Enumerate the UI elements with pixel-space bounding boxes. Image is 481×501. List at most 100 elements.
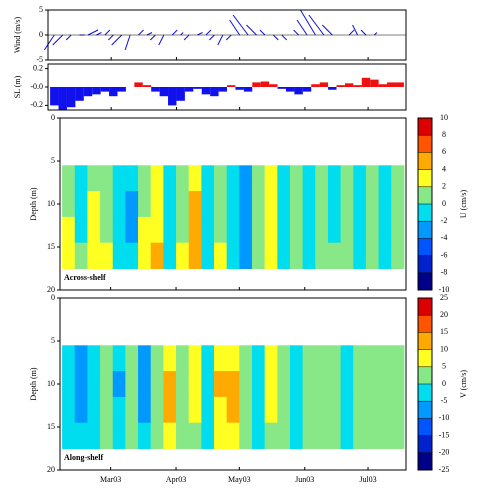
field-cell (251, 216, 266, 244)
colorbar-tick-label: -6 (441, 250, 448, 259)
field-cell (340, 191, 354, 218)
x-tick-label: Jul03 (359, 475, 376, 484)
field-cell (251, 371, 266, 398)
field-cell (138, 371, 152, 398)
field-cell (289, 242, 304, 269)
field-cell (138, 422, 152, 449)
field-cell (315, 165, 329, 192)
panel: -5 0 5 Wind (m/s) (13, 5, 407, 64)
colorbar-tick-label: 6 (442, 147, 446, 156)
colorbar-band (418, 238, 432, 256)
field-cell (315, 191, 329, 218)
wind-stick (246, 24, 257, 36)
wind-stick (65, 34, 72, 41)
colorbar-band (418, 401, 432, 419)
field-cell (150, 191, 164, 218)
wind-stick (124, 34, 131, 51)
sea-level-bar (302, 87, 312, 92)
field-cell (226, 165, 240, 192)
colorbar-band (418, 332, 432, 350)
field-cell (214, 165, 228, 192)
colorbar-band (418, 186, 432, 204)
field-cell (176, 345, 190, 372)
field-cell (214, 396, 228, 424)
field-cell (289, 422, 304, 449)
sea-level-bar (218, 87, 227, 92)
field (62, 165, 405, 269)
field-cell (100, 396, 114, 424)
field-cell (391, 216, 405, 244)
sea-level-bar (395, 82, 404, 87)
field-cell (391, 191, 405, 218)
field-cell (251, 396, 266, 424)
colorbar-tick-label: 4 (442, 164, 446, 173)
field-cell (74, 216, 88, 244)
field-cell (163, 242, 177, 269)
field-cell (251, 422, 266, 449)
field-cell (62, 191, 76, 218)
wind-stick (360, 29, 367, 36)
field-cell (302, 242, 316, 269)
y-tick-label: 20 (47, 285, 55, 294)
wind-stick (352, 24, 359, 36)
field-cell (138, 242, 152, 269)
field-cell (277, 422, 291, 449)
colorbar-tick-label: -20 (439, 448, 450, 457)
sea-level-bar (336, 85, 345, 87)
field-cell (289, 345, 304, 372)
colorbar-band (418, 135, 432, 153)
field-cell (353, 216, 367, 244)
sea-level-bar (235, 87, 244, 90)
field-cell (74, 422, 88, 449)
panel-annotation: Along-shelf (64, 453, 103, 462)
field-cell (138, 396, 152, 424)
field-cell (391, 345, 405, 372)
field-cell (226, 216, 240, 244)
field-cell (201, 165, 215, 192)
colorbar-frame (417, 117, 433, 291)
y-tick-label: -0.0 (30, 82, 43, 91)
y-axis-label: SL (m) (13, 75, 22, 98)
field-cell (188, 396, 202, 424)
field-cell (188, 216, 202, 244)
sea-level-bar (193, 87, 202, 89)
field-cell (100, 165, 114, 192)
field-cell (391, 165, 405, 192)
field-cell (150, 345, 164, 372)
field-cell (378, 242, 392, 269)
field-cell (125, 216, 139, 244)
field-cell (201, 422, 215, 449)
field-cell (112, 165, 126, 192)
field-cell (226, 396, 240, 424)
field-cell (391, 371, 405, 398)
field-cell (315, 396, 329, 424)
field-cell (125, 345, 139, 372)
colorbar-band (418, 221, 432, 239)
colorbar-tick-label: -15 (439, 430, 450, 439)
sea-level-bar (201, 87, 211, 95)
field-cell (112, 422, 126, 449)
colorbar-tick-label: -5 (441, 396, 448, 405)
wind-stick (300, 9, 316, 36)
field-cell (214, 345, 228, 372)
sea-level-bar (58, 87, 67, 110)
field-cell (302, 216, 316, 244)
field-cell (138, 216, 152, 244)
colorbar-band (418, 349, 432, 367)
sea-level-bar (117, 87, 126, 92)
field-cell (327, 396, 342, 424)
plot-frame (59, 117, 407, 291)
sea-level-bar (50, 87, 59, 106)
field-cell (214, 216, 228, 244)
plot-frame (59, 297, 407, 471)
field-cell (214, 242, 228, 269)
wind-stick (197, 32, 203, 36)
sea-level-bar (361, 77, 371, 87)
field-cell (201, 216, 215, 244)
field-cell (302, 165, 316, 192)
field-cell (277, 345, 291, 372)
field-cell (239, 191, 253, 218)
y-tick-label: 0 (51, 293, 55, 302)
